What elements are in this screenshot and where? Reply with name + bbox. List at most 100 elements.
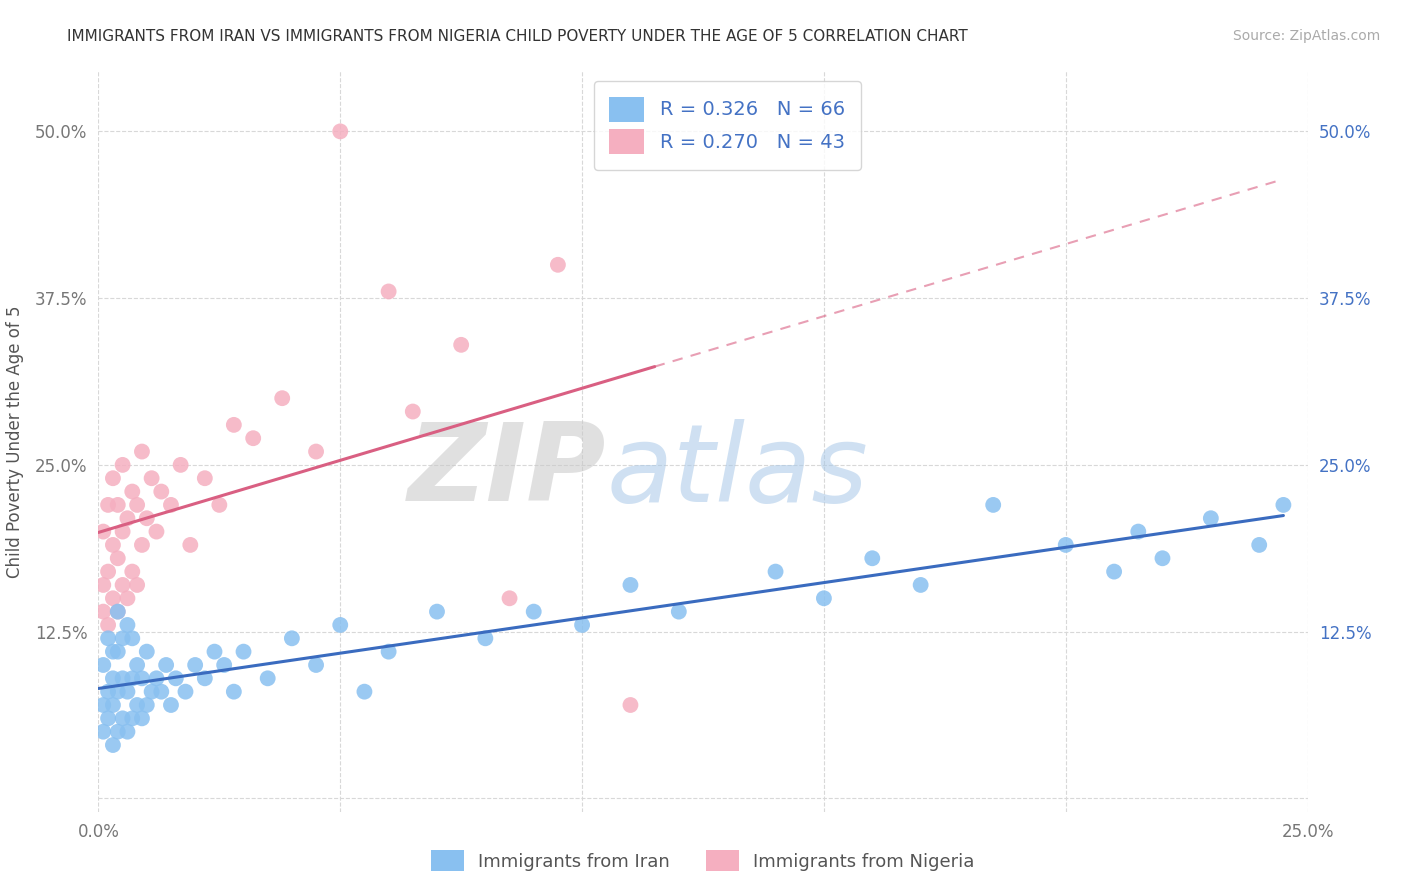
Point bbox=[111, 711, 134, 725]
Point bbox=[131, 671, 153, 685]
Point bbox=[117, 618, 139, 632]
Point bbox=[1272, 498, 1295, 512]
Point bbox=[145, 524, 167, 539]
Point bbox=[127, 498, 149, 512]
Point bbox=[91, 724, 114, 739]
Point bbox=[117, 511, 139, 525]
Point bbox=[222, 684, 245, 698]
Point bbox=[813, 591, 835, 606]
Point bbox=[91, 698, 114, 712]
Point bbox=[131, 711, 153, 725]
Point bbox=[131, 444, 153, 458]
Point bbox=[107, 551, 129, 566]
Point bbox=[232, 645, 254, 659]
Point bbox=[141, 684, 163, 698]
Point bbox=[135, 698, 157, 712]
Point bbox=[668, 605, 690, 619]
Text: Source: ZipAtlas.com: Source: ZipAtlas.com bbox=[1233, 29, 1381, 43]
Point bbox=[547, 258, 569, 272]
Point bbox=[256, 671, 278, 685]
Point bbox=[127, 657, 149, 672]
Legend: R = 0.326   N = 66, R = 0.270   N = 43: R = 0.326 N = 66, R = 0.270 N = 43 bbox=[593, 81, 860, 170]
Point bbox=[571, 618, 593, 632]
Point bbox=[127, 698, 149, 712]
Point bbox=[305, 657, 328, 672]
Point bbox=[101, 738, 124, 752]
Point bbox=[111, 632, 134, 646]
Point bbox=[117, 684, 139, 698]
Point bbox=[242, 431, 264, 445]
Point bbox=[145, 671, 167, 685]
Point bbox=[377, 645, 399, 659]
Point bbox=[91, 578, 114, 592]
Point bbox=[117, 591, 139, 606]
Point bbox=[135, 511, 157, 525]
Point bbox=[1054, 538, 1077, 552]
Point bbox=[121, 632, 143, 646]
Point bbox=[121, 484, 143, 499]
Point bbox=[208, 498, 231, 512]
Point bbox=[117, 724, 139, 739]
Point bbox=[271, 391, 294, 405]
Point bbox=[101, 538, 124, 552]
Point bbox=[981, 498, 1004, 512]
Point bbox=[97, 684, 120, 698]
Point bbox=[222, 417, 245, 432]
Point bbox=[107, 645, 129, 659]
Text: ZIP: ZIP bbox=[408, 418, 606, 524]
Point bbox=[121, 711, 143, 725]
Point bbox=[377, 285, 399, 299]
Point bbox=[765, 565, 787, 579]
Point bbox=[204, 645, 226, 659]
Point bbox=[107, 684, 129, 698]
Point bbox=[523, 605, 546, 619]
Text: IMMIGRANTS FROM IRAN VS IMMIGRANTS FROM NIGERIA CHILD POVERTY UNDER THE AGE OF 5: IMMIGRANTS FROM IRAN VS IMMIGRANTS FROM … bbox=[67, 29, 969, 44]
Point bbox=[107, 724, 129, 739]
Point bbox=[426, 605, 449, 619]
Point bbox=[91, 605, 114, 619]
Point bbox=[101, 698, 124, 712]
Point bbox=[131, 538, 153, 552]
Point bbox=[97, 565, 120, 579]
Point bbox=[165, 671, 187, 685]
Point bbox=[101, 671, 124, 685]
Point bbox=[111, 578, 134, 592]
Point bbox=[281, 632, 304, 646]
Point bbox=[474, 632, 496, 646]
Point bbox=[1128, 524, 1150, 539]
Point bbox=[329, 618, 352, 632]
Point bbox=[179, 538, 201, 552]
Point bbox=[107, 605, 129, 619]
Point bbox=[1102, 565, 1125, 579]
Point bbox=[184, 657, 207, 672]
Point bbox=[619, 698, 641, 712]
Point bbox=[111, 524, 134, 539]
Point bbox=[174, 684, 197, 698]
Point bbox=[111, 458, 134, 472]
Point bbox=[97, 618, 120, 632]
Point bbox=[97, 498, 120, 512]
Point bbox=[353, 684, 375, 698]
Point bbox=[619, 578, 641, 592]
Point bbox=[107, 605, 129, 619]
Point bbox=[1249, 538, 1271, 552]
Point bbox=[329, 124, 352, 138]
Point bbox=[97, 711, 120, 725]
Point bbox=[121, 565, 143, 579]
Point bbox=[160, 698, 183, 712]
Point bbox=[305, 444, 328, 458]
Y-axis label: Child Poverty Under the Age of 5: Child Poverty Under the Age of 5 bbox=[6, 305, 24, 578]
Point bbox=[150, 484, 173, 499]
Point bbox=[155, 657, 177, 672]
Point bbox=[194, 471, 217, 485]
Point bbox=[1152, 551, 1174, 566]
Point bbox=[194, 671, 217, 685]
Legend: Immigrants from Iran, Immigrants from Nigeria: Immigrants from Iran, Immigrants from Ni… bbox=[425, 843, 981, 879]
Text: atlas: atlas bbox=[606, 418, 868, 524]
Point bbox=[160, 498, 183, 512]
Point bbox=[121, 671, 143, 685]
Point bbox=[101, 591, 124, 606]
Point bbox=[450, 338, 472, 352]
Point bbox=[101, 471, 124, 485]
Point bbox=[127, 578, 149, 592]
